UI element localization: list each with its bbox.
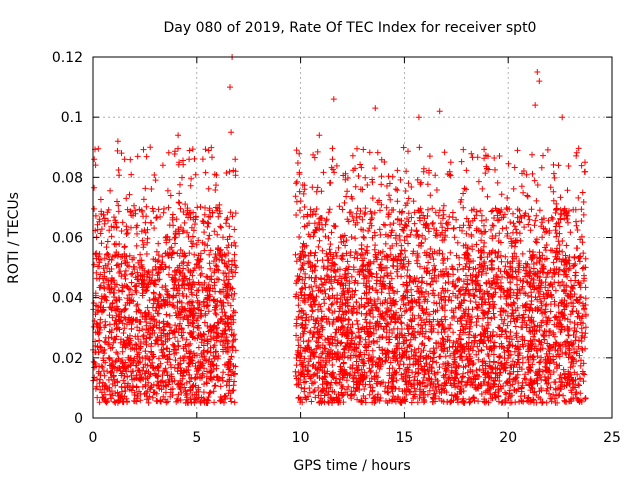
axis-ticks: 0 5 10 15 20 25 0 0.02 0.04 0.06 0.08 0.1 0.12 <box>52 50 621 446</box>
x-tick-label: 15 <box>395 430 413 446</box>
x-axis-label: GPS time / hours <box>293 458 410 474</box>
y-tick-label: 0.1 <box>61 110 83 126</box>
y-tick-label: 0.12 <box>52 50 83 66</box>
x-tick-label: 10 <box>292 430 310 446</box>
y-tick-label: 0.06 <box>52 231 83 247</box>
x-tick-label: 5 <box>192 430 201 446</box>
y-tick-label: 0.04 <box>52 291 83 307</box>
data-points <box>90 54 589 406</box>
chart-title: Day 080 of 2019, Rate Of TEC Index for r… <box>164 20 537 36</box>
y-tick-label: 0.02 <box>52 351 83 367</box>
x-tick-label: 20 <box>499 430 517 446</box>
y-axis-label: ROTI / TECUs <box>6 192 22 284</box>
x-tick-label: 25 <box>603 430 621 446</box>
y-tick-label: 0.08 <box>52 170 83 186</box>
y-tick-label: 0 <box>74 411 83 427</box>
x-tick-label: 0 <box>89 430 98 446</box>
series-points-spt0 <box>90 54 589 406</box>
